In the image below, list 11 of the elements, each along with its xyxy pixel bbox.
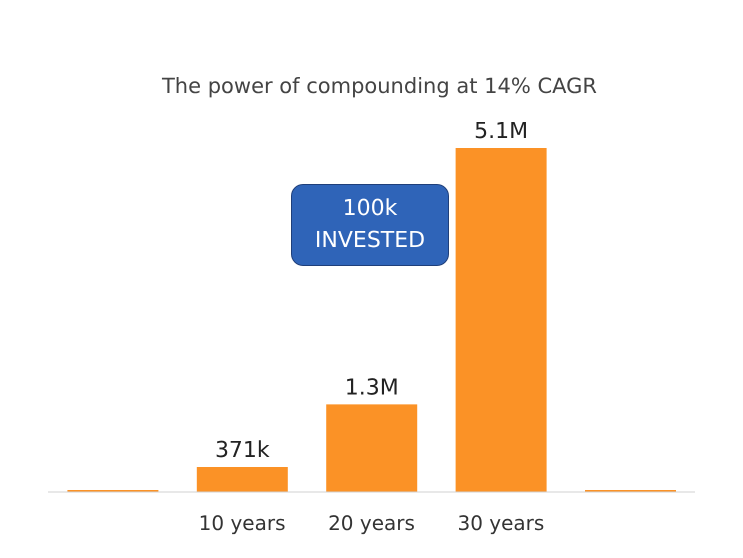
x-tick-label: 30 years (457, 511, 544, 536)
bar (456, 148, 547, 492)
x-tick-label: 20 years (328, 511, 415, 536)
bar (326, 404, 418, 492)
bar (196, 466, 288, 492)
note-box: 100k INVESTED (291, 184, 449, 266)
data-label: 371k (214, 438, 270, 463)
data-label: 5.1M (474, 119, 528, 144)
data-label: 1.3M (344, 375, 399, 400)
chart-title: The power of compounding at 14% CAGR (160, 74, 598, 98)
x-tick-label: 10 years (198, 511, 286, 536)
